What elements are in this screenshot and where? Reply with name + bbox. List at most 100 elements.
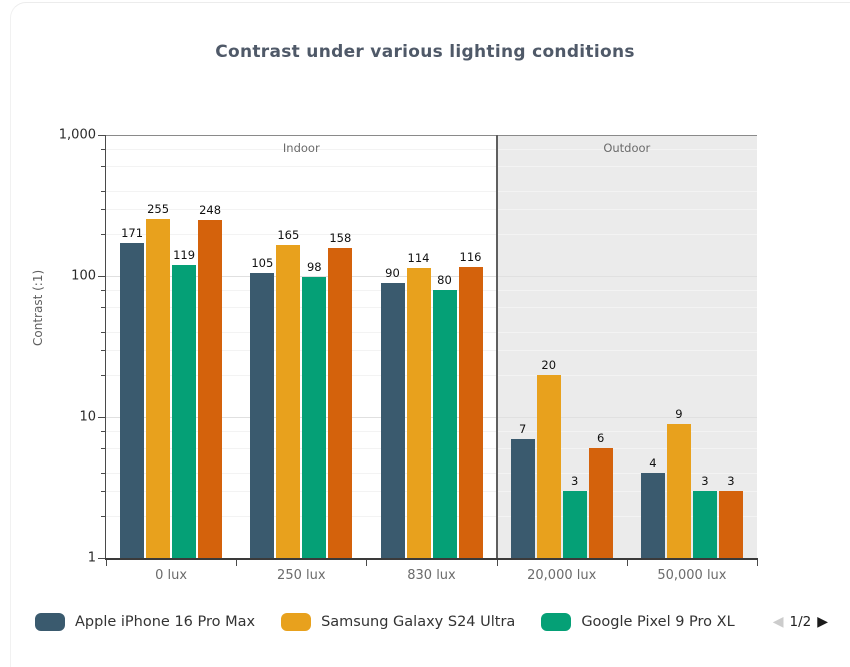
gridline xyxy=(106,448,757,450)
bar-value-label: 90 xyxy=(385,265,400,280)
bar-series3-20-000-lux[interactable] xyxy=(562,490,587,558)
y-axis-minor-tick xyxy=(101,349,105,351)
y-axis-tick xyxy=(98,135,105,136)
x-axis-label-830-lux: 830 lux xyxy=(407,568,456,583)
legend-item-label: Google Pixel 9 Pro XL xyxy=(581,614,735,630)
bar-series1-250-lux[interactable] xyxy=(250,273,275,558)
bar-value-label: 3 xyxy=(701,473,709,488)
legend-swatch-icon xyxy=(541,613,572,631)
bar-series1-0-lux[interactable] xyxy=(120,243,145,558)
bar-column: 255 xyxy=(146,201,171,558)
bar-group-250-lux: 105 165 98 158 xyxy=(236,135,366,558)
x-axis-tick xyxy=(626,560,628,566)
bar-series1-20-000-lux[interactable] xyxy=(510,438,535,558)
bar-series2-830-lux[interactable] xyxy=(406,268,431,558)
legend-page-indicator: 1/2 xyxy=(789,614,812,630)
y-axis-tick-label: 1,000 xyxy=(58,127,96,143)
bar-series4-250-lux[interactable] xyxy=(328,248,353,558)
bar-value-label: 255 xyxy=(147,201,170,216)
bar-series3-0-lux[interactable] xyxy=(172,265,197,558)
bar-value-label: 158 xyxy=(329,231,352,245)
bar-value-label: 3 xyxy=(727,473,735,488)
bar-column: 90 xyxy=(380,265,405,558)
y-axis-tick-label: 10 xyxy=(79,409,96,425)
bar-column: 248 xyxy=(198,203,223,558)
x-axis-label-20-000-lux: 20,000 lux xyxy=(527,568,597,583)
y-axis-minor-tick xyxy=(101,148,105,150)
gridline xyxy=(106,417,757,418)
band-divider-line xyxy=(495,135,498,558)
y-axis-minor-tick xyxy=(101,289,105,291)
y-axis-minor-tick xyxy=(101,166,105,168)
bar-column: 116 xyxy=(458,250,483,558)
bar-column: 171 xyxy=(120,226,145,558)
bar-column: 119 xyxy=(172,248,197,558)
bar-group-20-000-lux: 7 20 3 6 xyxy=(497,135,627,558)
bar-value-label: 6 xyxy=(597,431,605,446)
bar-series3-830-lux[interactable] xyxy=(432,289,457,558)
bar-value-label: 7 xyxy=(519,421,527,436)
y-axis-minor-tick xyxy=(101,307,105,309)
y-axis-minor-tick xyxy=(101,208,105,210)
y-axis-tick xyxy=(98,558,105,559)
bar-value-label: 80 xyxy=(437,272,452,287)
y-axis-tick xyxy=(98,417,105,418)
bar-series4-830-lux[interactable] xyxy=(458,266,483,558)
bar-series2-20-000-lux[interactable] xyxy=(536,374,561,558)
legend-item-3[interactable]: Google Pixel 9 Pro XL xyxy=(541,613,735,631)
gridline xyxy=(106,276,757,277)
gridline xyxy=(106,515,757,517)
bar-column: 114 xyxy=(406,251,431,558)
bar-series2-50-000-lux[interactable] xyxy=(666,423,691,558)
gridline xyxy=(106,135,757,136)
legend-prev-icon[interactable]: ◀ xyxy=(772,614,784,630)
bar-column: 105 xyxy=(250,256,275,558)
legend-next-icon[interactable]: ▶ xyxy=(817,614,828,630)
y-axis-minor-tick xyxy=(101,191,105,193)
y-axis-minor-tick xyxy=(101,490,105,492)
gridline xyxy=(106,332,757,334)
bar-column: 6 xyxy=(588,431,613,558)
chart-title: Contrast under various lighting conditio… xyxy=(215,42,635,62)
bar-series4-50-000-lux[interactable] xyxy=(718,490,743,558)
legend-item-2[interactable]: Samsung Galaxy S24 Ultra xyxy=(281,613,515,631)
plot-band-indoor xyxy=(106,135,497,558)
bar-column: 3 xyxy=(562,474,587,558)
gridline xyxy=(106,166,757,168)
bar-series4-0-lux[interactable] xyxy=(198,220,223,558)
x-axis-category-labels: 0 lux 250 lux 830 lux 20,000 lux 50,000 lux xyxy=(106,568,757,583)
legend-item-label: Samsung Galaxy S24 Ultra xyxy=(321,614,516,630)
bar-series3-250-lux[interactable] xyxy=(302,277,327,558)
y-axis-minor-tick xyxy=(101,430,105,432)
x-axis-tick xyxy=(236,560,238,566)
bar-value-label: 4 xyxy=(649,456,657,471)
legend-item-1[interactable]: Apple iPhone 16 Pro Max xyxy=(35,613,255,631)
bar-series4-20-000-lux[interactable] xyxy=(588,448,613,558)
bar-group-50-000-lux: 4 9 3 3 xyxy=(627,135,757,558)
gridline xyxy=(106,233,757,235)
bar-series1-50-000-lux[interactable] xyxy=(640,473,665,558)
x-axis-label-50-000-lux: 50,000 lux xyxy=(657,568,727,583)
legend-pagination: ◀ 1/2 ▶ xyxy=(773,608,828,636)
legend-item-label: Apple iPhone 16 Pro Max xyxy=(75,614,256,630)
gridline xyxy=(106,349,757,351)
bar-value-label: 9 xyxy=(675,406,683,421)
gridline xyxy=(106,191,757,193)
bar-series2-0-lux[interactable] xyxy=(146,218,171,558)
bar-value-label: 20 xyxy=(541,357,557,372)
gridline xyxy=(106,374,757,376)
x-axis-tick xyxy=(366,560,368,566)
bar-series1-830-lux[interactable] xyxy=(380,282,405,558)
bar-series3-50-000-lux[interactable] xyxy=(692,490,717,558)
x-axis-label-0-lux: 0 lux xyxy=(155,568,188,583)
bar-column: 98 xyxy=(302,260,327,558)
band-label-indoor: Indoor xyxy=(282,141,320,155)
bar-column: 158 xyxy=(328,231,353,558)
bar-series2-250-lux[interactable] xyxy=(276,245,301,558)
y-axis-minor-tick xyxy=(101,233,105,235)
bar-column: 4 xyxy=(640,456,665,558)
gridline xyxy=(106,307,757,309)
bar-value-label: 165 xyxy=(277,228,300,243)
x-axis-tick xyxy=(106,560,107,566)
x-axis-label-250-lux: 250 lux xyxy=(277,568,326,583)
